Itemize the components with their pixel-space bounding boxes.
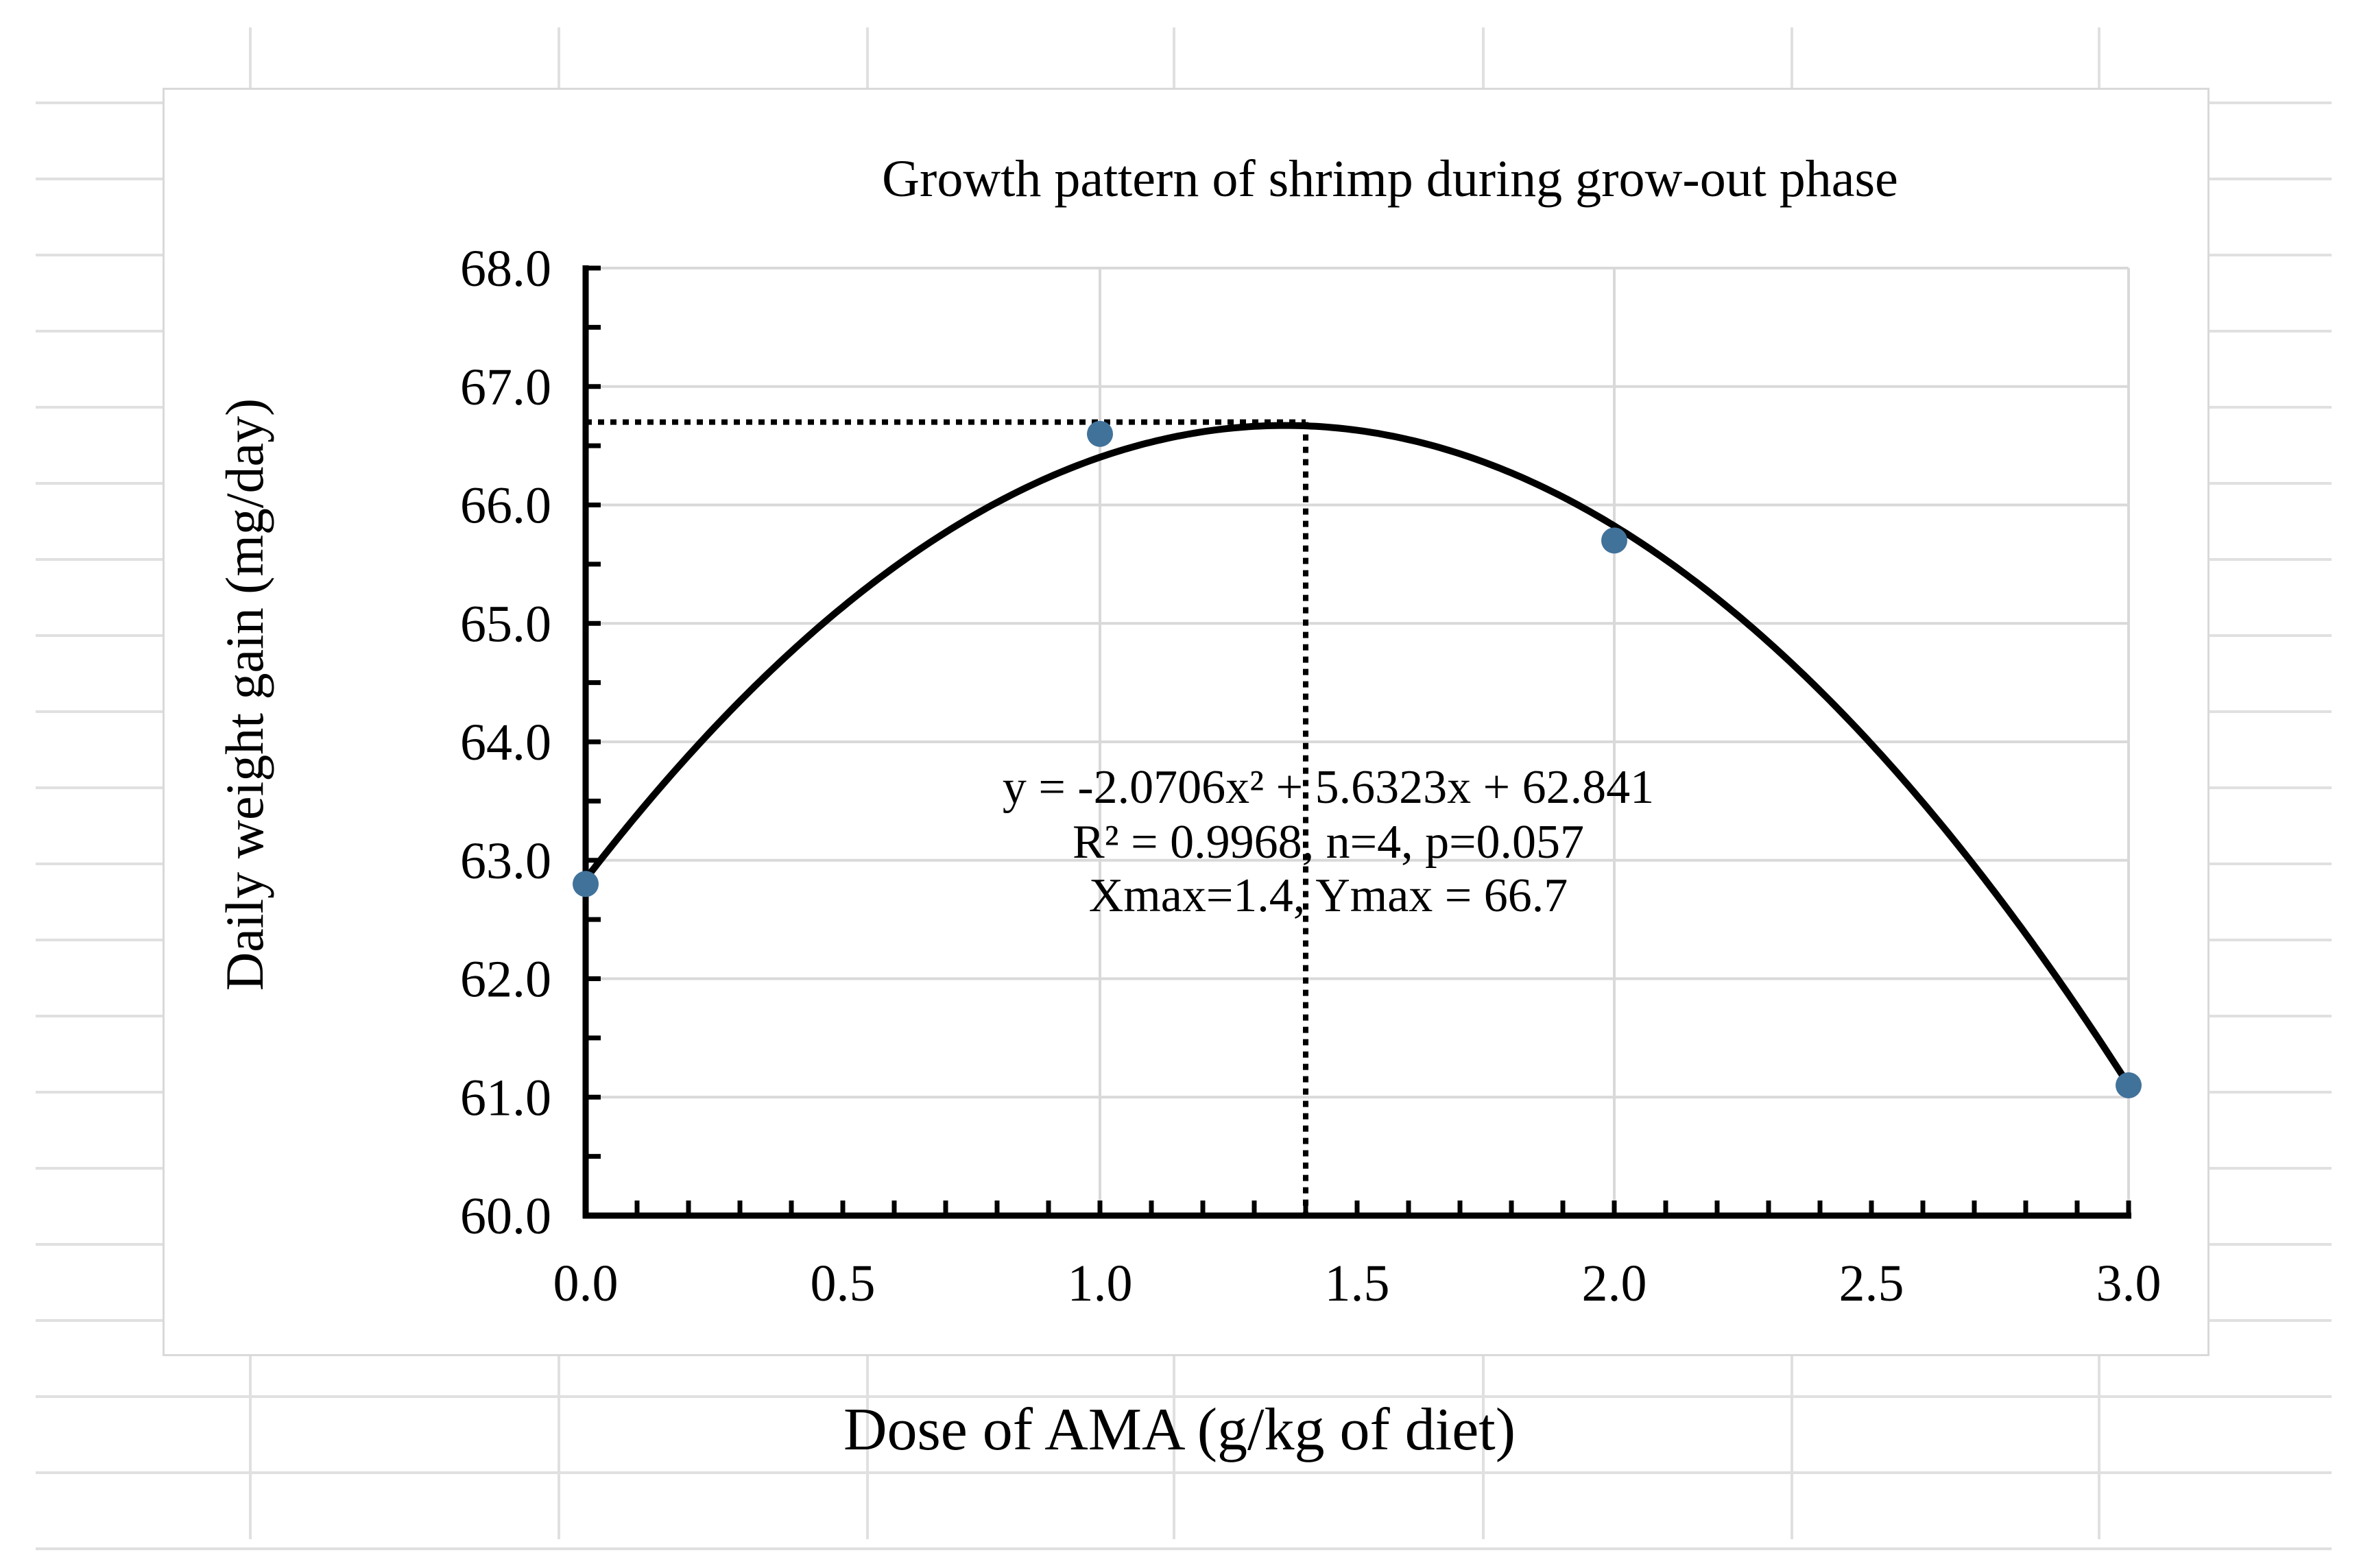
- x-tick-label: 3.0: [2096, 1255, 2162, 1312]
- chart-plot: 60.0 61.0 62.0 63.0 64.0 65.0 66.0 67.0 68.0 0.0 0…: [215, 150, 2162, 1312]
- gridlines: [586, 267, 2130, 1216]
- equation-line-2: R² = 0.9968, n=4, p=0.057: [1073, 816, 1584, 869]
- chart-area[interactable]: 60.0 61.0 62.0 63.0 64.0 65.0 66.0 67.0 68.0 0.0 0…: [163, 88, 2210, 1356]
- x-tick-label: 1.5: [1325, 1255, 1390, 1312]
- equation-line-1: y = -2.0706x² + 5.6323x + 62.841: [1003, 761, 1654, 814]
- trendline: [583, 422, 2132, 1087]
- trendline-curve: [583, 422, 2132, 1087]
- y-axis-title: Daily weight gain (mg/day): [215, 398, 274, 991]
- tick-labels: 60.0 61.0 62.0 63.0 64.0 65.0 66.0 67.0 68.0 0.0 0…: [460, 240, 2162, 1312]
- y-tick-label: 61.0: [460, 1069, 551, 1126]
- equation-line-3: Xmax=1.4, Ymax = 66.7: [1089, 869, 1568, 922]
- peak-guides: [586, 419, 1308, 1216]
- y-tick-label: 64.0: [460, 714, 551, 771]
- x-tick-label: 2.0: [1582, 1255, 1647, 1312]
- y-tick-label: 68.0: [460, 240, 551, 298]
- x-tick-label: 1.0: [1068, 1255, 1133, 1312]
- x-tick-label: 0.5: [811, 1255, 876, 1312]
- y-tick-label: 63.0: [460, 832, 551, 890]
- data-point-1: [1087, 420, 1113, 447]
- trendline-equation: y = -2.0706x² + 5.6323x + 62.841 R² = 0.…: [1003, 761, 1654, 922]
- y-tick-label: 62.0: [460, 951, 551, 1009]
- chart-title: Growth pattern of shrimp during grow-out…: [882, 150, 1898, 208]
- y-tick-label: 60.0: [460, 1187, 551, 1245]
- x-axis-title: Dose of AMA (g/kg of diet): [843, 1397, 1516, 1463]
- x-tick-label: 0.0: [553, 1255, 619, 1312]
- data-point-2: [1601, 527, 1627, 554]
- data-point-0: [573, 871, 599, 897]
- data-point-3: [2116, 1072, 2142, 1098]
- y-tick-label: 67.0: [460, 359, 551, 416]
- axes: [582, 265, 2131, 1219]
- data-points: [573, 420, 2142, 1098]
- x-tick-label: 2.5: [1839, 1255, 1904, 1312]
- y-tick-label: 66.0: [460, 477, 551, 535]
- y-tick-label: 65.0: [460, 595, 551, 653]
